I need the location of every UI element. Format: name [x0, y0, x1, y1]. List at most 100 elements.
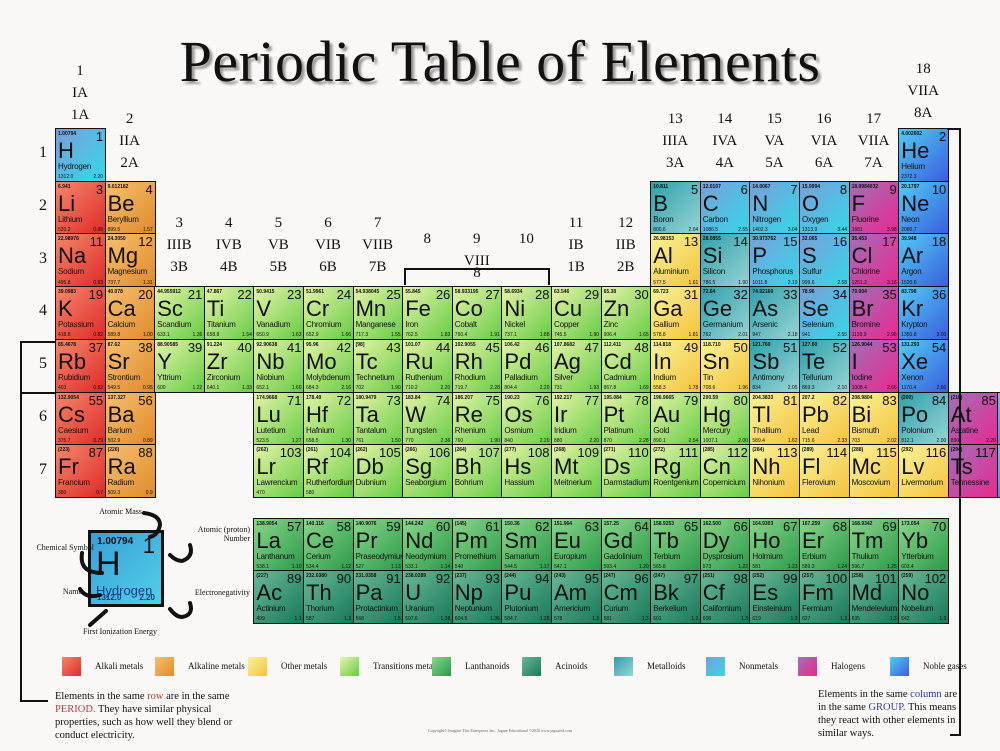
- element-cell-cadmium[interactable]: 112.411 48 Cd Cadmium 867.8 1.69: [600, 338, 652, 393]
- element-cell-cerium[interactable]: 140.116 58 Ce Cerium 534.4 1.12: [303, 518, 355, 572]
- element-cell-praseodymium[interactable]: 140.9076 59 Pr Praseodymium 527 1.13: [352, 518, 404, 572]
- element-cell-hydrogen[interactable]: 1.00794 1 H Hydrogen 1312.0 2.20: [55, 128, 107, 183]
- element-cell-einsteinium[interactable]: (252) 99 Es Einsteinium 619 1.3: [749, 570, 801, 624]
- element-cell-neodymium[interactable]: 144.242 60 Nd Neodymium 533.1 1.14: [402, 518, 454, 572]
- element-cell-calcium[interactable]: 40.078 20 Ca Calcium 589.8 1.00: [104, 286, 156, 341]
- element-cell-erbium[interactable]: 167.259 68 Er Erbium 589.3 1.24: [799, 518, 851, 572]
- element-cell-actinium[interactable]: (227) 89 Ac Actinium 499 1.1: [253, 570, 305, 624]
- element-cell-technetium[interactable]: [98] 43 Tc Technetium 702 1.90: [352, 338, 404, 393]
- element-cell-selenium[interactable]: 78.96 34 Se Selenium 941 2.55: [799, 286, 851, 341]
- element-cell-hassium[interactable]: (277) 108 Hs Hassium: [501, 444, 553, 499]
- element-cell-nickel[interactable]: 58.6934 28 Ni Nickel 737.1 1.88: [501, 286, 553, 341]
- element-cell-protactinium[interactable]: 231.0358 91 Pa Protactinium 568 1.5: [352, 570, 404, 624]
- element-cell-copper[interactable]: 63.546 29 Cu Copper 745.5 1.90: [551, 286, 603, 341]
- element-cell-darmstadium[interactable]: (271) 110 Ds Darmstadium: [600, 444, 652, 499]
- element-cell-curium[interactable]: (247) 96 Cm Curium 581 1.3: [600, 570, 652, 624]
- element-cell-oxygen[interactable]: 15.9994 8 O Oxygen 1313.9 3.44: [799, 180, 851, 235]
- element-cell-tantalum[interactable]: 180.9479 73 Ta Tantalum 761 1.50: [352, 391, 404, 446]
- element-cell-tin[interactable]: 118.710 50 Sn Tin 708.6 1.96: [699, 338, 751, 393]
- element-cell-bromine[interactable]: 79.904 35 Br Bromine 1139.9 2.96: [848, 286, 900, 341]
- element-cell-bismuth[interactable]: 208.9804 83 Bi Bismuth 703 2.02: [848, 391, 900, 446]
- element-cell-thulium[interactable]: 168.9342 69 Tm Thulium 596.7 1.25: [848, 518, 900, 572]
- element-cell-bohrium[interactable]: (264) 107 Bh Bohrium: [451, 444, 503, 499]
- element-cell-californium[interactable]: (251) 98 Cf Californium 608 1.3: [699, 570, 751, 624]
- element-cell-lanthanum[interactable]: 138.9054 57 La Lanthanum 538.1 1.10: [253, 518, 305, 572]
- element-cell-lithium[interactable]: 6.941 3 Li Lithium 520.2 0.98: [55, 180, 107, 235]
- element-cell-meitnerium[interactable]: (268) 109 Mt Meitnerium: [551, 444, 603, 499]
- element-cell-uranium[interactable]: 238.0289 92 U Uranium 597.6 1.38: [402, 570, 454, 624]
- element-cell-samarium[interactable]: 150.36 62 Sm Samarium 544.5 1.17: [501, 518, 553, 572]
- element-cell-krypton[interactable]: 83.798 36 Kr Krypton 1350.8 3.00: [898, 286, 950, 341]
- element-cell-iodine[interactable]: 126.9044 53 I Iodine 1008.4 2.66: [848, 338, 900, 393]
- element-cell-chlorine[interactable]: 35.453 17 Cl Chlorine 1251.2 3.16: [848, 233, 900, 288]
- element-cell-rubidium[interactable]: 85.4678 37 Rb Rubidium 403 0.82: [55, 338, 107, 393]
- element-cell-yttrium[interactable]: 88.90585 39 Y Yttrium 600 1.22: [154, 338, 206, 393]
- element-cell-magnesium[interactable]: 24.3050 12 Mg Magnesium 737.7 1.31: [104, 233, 156, 288]
- element-cell-helium[interactable]: 4.002602 2 He Helium 2372.3: [898, 128, 950, 183]
- element-cell-americium[interactable]: (243) 95 Am Americium 578 1.3: [551, 570, 603, 624]
- element-cell-oganesson[interactable]: (294)118OgOganesson: [997, 444, 1000, 499]
- element-cell-ruthenium[interactable]: 101.07 44 Ru Ruthenium 710.2 2.20: [402, 338, 454, 393]
- element-cell-astatine[interactable]: (210) 85 At Astatine 890 2.20: [947, 391, 999, 446]
- element-cell-lawrencium[interactable]: (262) 103 Lr Lawrencium 470: [253, 444, 305, 499]
- element-cell-manganese[interactable]: 54.938045 25 Mn Manganese 717.3 1.55: [352, 286, 404, 341]
- element-cell-hafnium[interactable]: 178.49 72 Hf Hafnium 658.5 1.30: [303, 391, 355, 446]
- element-cell-flerovium[interactable]: (289) 114 Fl Flerovium: [799, 444, 851, 499]
- element-cell-neon[interactable]: 20.1797 10 Ne Neon 2080.7: [898, 180, 950, 235]
- element-cell-aluminium[interactable]: 26.98153 13 Al Aluminium 577.5 1.61: [650, 233, 702, 288]
- element-cell-livermorium[interactable]: (292) 116 Lv Livermorium: [898, 444, 950, 499]
- element-cell-beryllium[interactable]: 9.012182 4 Be Beryllium 899.5 1.57: [104, 180, 156, 235]
- element-cell-indium[interactable]: 114.818 49 In Indium 558.3 1.78: [650, 338, 702, 393]
- element-cell-strontium[interactable]: 87.62 38 Sr Strontium 549.5 0.95: [104, 338, 156, 393]
- element-cell-rhenium[interactable]: 186.207 75 Re Rhenium 760 1.90: [451, 391, 503, 446]
- element-cell-vanadium[interactable]: 50.9415 23 V Vanadium 650.9 1.63: [253, 286, 305, 341]
- element-cell-potassium[interactable]: 39.0983 19 K Potassium 418.8 0.82: [55, 286, 107, 341]
- element-cell-rhodium[interactable]: 102.9055 45 Rh Rhodium 719.7 2.28: [451, 338, 503, 393]
- element-cell-tungsten[interactable]: 183.84 74 W Tungsten 770 2.36: [402, 391, 454, 446]
- element-cell-seaborgium[interactable]: (266) 106 Sg Seaborgium: [402, 444, 454, 499]
- element-cell-boron[interactable]: 10.811 5 B Boron 800.6 2.04: [650, 180, 702, 235]
- element-cell-antimony[interactable]: 121.760 51 Sb Antimony 834 2.05: [749, 338, 801, 393]
- element-cell-promethium[interactable]: (145) 61 Pm Promethium 540: [451, 518, 503, 572]
- element-cell-neptunium[interactable]: (237) 93 Np Neptunium 604.5 1.36: [451, 570, 503, 624]
- element-cell-molybdenum[interactable]: 95.96 42 Mo Molybdenum 684.3 2.16: [303, 338, 355, 393]
- element-cell-xenon[interactable]: 131.293 54 Xe Xenon 1170.4 2.60: [898, 338, 950, 393]
- element-cell-europium[interactable]: 151.964 63 Eu Europium 547.1: [551, 518, 603, 572]
- element-cell-germanium[interactable]: 72.64 32 Ge Germanium 762 2.01: [699, 286, 751, 341]
- element-cell-holmium[interactable]: 164.9303 67 Ho Holmium 581 1.23: [749, 518, 801, 572]
- element-cell-gallium[interactable]: 69.723 31 Ga Gallium 578.8 1.81: [650, 286, 702, 341]
- element-cell-copernicium[interactable]: (285) 112 Cn Copernicium: [699, 444, 751, 499]
- element-cell-roentgenium[interactable]: (272) 111 Rg Roentgenium: [650, 444, 702, 499]
- element-cell-polonium[interactable]: (209) 84 Po Polonium 812.1 2.00: [898, 391, 950, 446]
- element-cell-fluorine[interactable]: 18.9984032 9 F Fluorine 1681 3.98: [848, 180, 900, 235]
- element-cell-tennessine[interactable]: (294) 117 Ts Tennessine: [947, 444, 999, 499]
- element-cell-gold[interactable]: 196.9665 79 Au Gold 890.1 2.54: [650, 391, 702, 446]
- element-cell-ytterbium[interactable]: 173.054 70 Yb Ytterbium 603.4: [898, 518, 950, 572]
- element-cell-iridium[interactable]: 192.217 77 Ir Iridium 880 2.20: [551, 391, 603, 446]
- element-cell-tellurium[interactable]: 127.60 52 Te Tellurium 869.3 2.10: [799, 338, 851, 393]
- element-cell-iron[interactable]: 55.845 26 Fe Iron 762.5 1.83: [402, 286, 454, 341]
- element-cell-silicon[interactable]: 28.0855 14 Si Silicon 786.5 1.90: [699, 233, 751, 288]
- element-cell-arsenic[interactable]: 74.92160 33 As Arsenic 947 2.18: [749, 286, 801, 341]
- element-cell-sodium[interactable]: 22.98976 11 Na Sodium 495.8 0.93: [55, 233, 107, 288]
- element-cell-dysprosium[interactable]: 162.500 66 Dy Dysprosium 573 1.22: [699, 518, 751, 572]
- element-cell-cobalt[interactable]: 58.933195 27 Co Cobalt 760.4 1.91: [451, 286, 503, 341]
- element-cell-nobelium[interactable]: (259) 102 No Nobelium 642 1.3: [898, 570, 950, 624]
- element-cell-nitrogen[interactable]: 14.0067 7 N Nitrogen 1402.3 3.04: [749, 180, 801, 235]
- element-cell-dubnium[interactable]: (262) 105 Db Dubnium: [352, 444, 404, 499]
- element-cell-titanium[interactable]: 47.867 22 Ti Titanium 658.8 1.54: [203, 286, 255, 341]
- element-cell-scandium[interactable]: 44.955912 21 Sc Scandium 633.1 1.36: [154, 286, 206, 341]
- element-cell-fermium[interactable]: (257) 100 Fm Fermium 627 1.3: [799, 570, 851, 624]
- element-cell-carbon[interactable]: 12.0107 6 C Carbon 1086.5 2.55: [699, 180, 751, 235]
- element-cell-berkelium[interactable]: (247) 97 Bk Berkelium 601 1.3: [650, 570, 702, 624]
- element-cell-barium[interactable]: 137.327 56 Ba Barium 502.9 0.89: [104, 391, 156, 446]
- element-cell-caesium[interactable]: 132.9054 55 Cs Caesium 375.7 0.79: [55, 391, 107, 446]
- element-cell-plutonium[interactable]: (244) 94 Pu Plutonium 584.7 1.28: [501, 570, 553, 624]
- element-cell-phosphorus[interactable]: 30.973762 15 P Phosphorus 1011.8 2.19: [749, 233, 801, 288]
- element-cell-mendelevium[interactable]: (258) 101 Md Mendelevium 635 1.3: [848, 570, 900, 624]
- element-cell-lutetium[interactable]: 174.9668 71 Lu Lutetium 523.5 1.27: [253, 391, 305, 446]
- element-cell-zinc[interactable]: 65.38 30 Zn Zinc 906.4 1.65: [600, 286, 652, 341]
- element-cell-silver[interactable]: 107.8682 47 Ag Silver 731 1.93: [551, 338, 603, 393]
- element-cell-platinum[interactable]: 195.084 78 Pt Platinum 870 2.28: [600, 391, 652, 446]
- element-cell-moscovium[interactable]: (288) 115 Mc Moscovium: [848, 444, 900, 499]
